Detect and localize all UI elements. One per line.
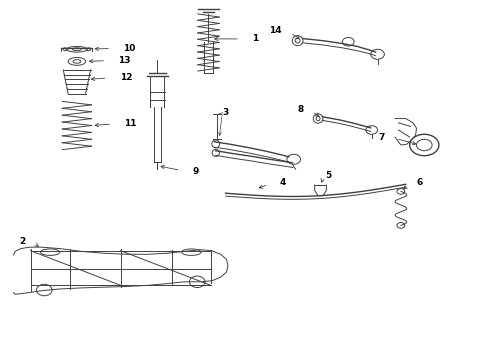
- Text: 8: 8: [297, 105, 304, 114]
- Text: 2: 2: [20, 237, 26, 246]
- Text: 9: 9: [193, 167, 199, 176]
- Text: 12: 12: [120, 73, 132, 82]
- Text: 7: 7: [378, 133, 385, 142]
- Text: 10: 10: [123, 44, 136, 53]
- Text: 1: 1: [252, 35, 259, 44]
- Text: 4: 4: [279, 179, 286, 188]
- Text: 13: 13: [118, 56, 131, 65]
- Text: 14: 14: [269, 26, 281, 35]
- Text: 6: 6: [416, 178, 422, 187]
- Text: 5: 5: [326, 171, 332, 180]
- Text: 11: 11: [124, 119, 137, 128]
- Text: 3: 3: [222, 108, 229, 117]
